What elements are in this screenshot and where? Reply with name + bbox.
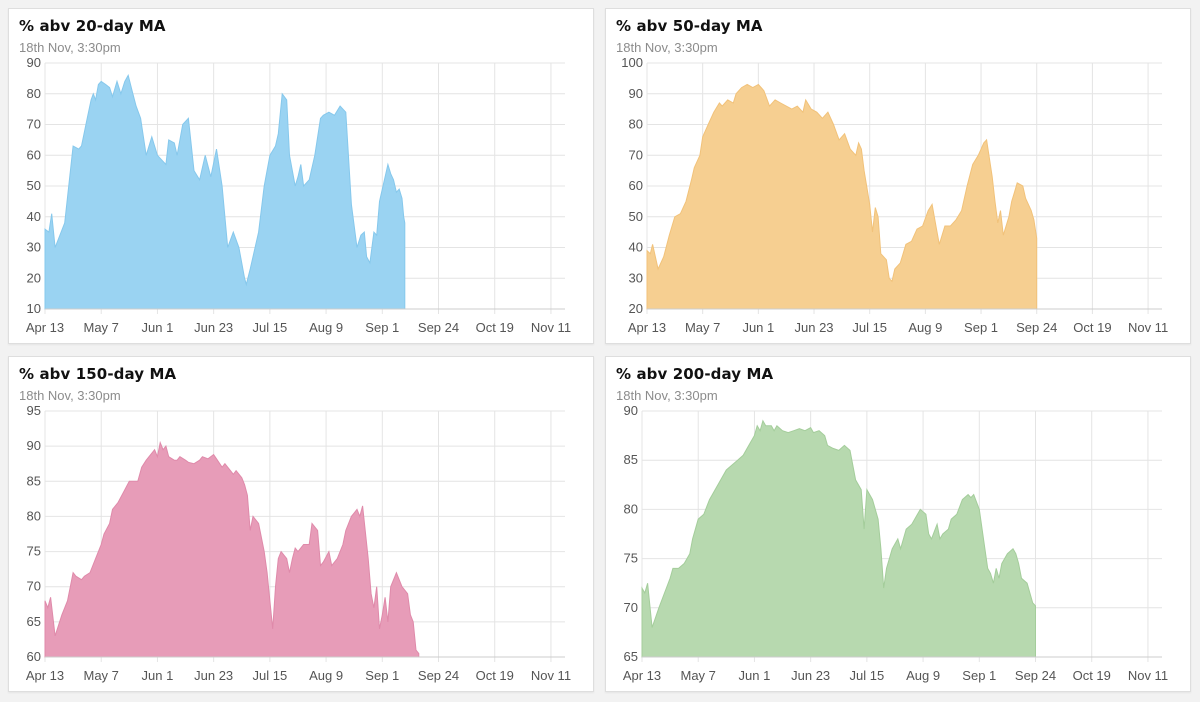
chart-subtitle: 18th Nov, 3:30pm — [19, 388, 121, 403]
y-tick-label: 40 — [27, 209, 41, 224]
y-tick-label: 50 — [629, 209, 643, 224]
y-tick-label: 40 — [629, 240, 643, 255]
chart-title: % abv 50-day MA — [616, 17, 763, 35]
x-tick-label: Aug 9 — [908, 320, 942, 335]
chart-title: % abv 150-day MA — [19, 365, 177, 383]
x-tick-label: May 7 — [84, 320, 119, 335]
x-tick-label: Sep 24 — [1016, 320, 1057, 335]
x-tick-label: Jun 23 — [194, 320, 233, 335]
chart-200day: 65 70 75 80 85 90 Apr 13 May 7 Jun 1 Jun 23 Jul 15… — [623, 403, 1168, 683]
y-tick-label: 20 — [27, 270, 41, 285]
y-tick-label: 85 — [27, 473, 41, 488]
x-tick-label: Oct 19 — [476, 320, 514, 335]
x-tick-label: Apr 13 — [26, 668, 64, 683]
x-tick-label: Apr 13 — [628, 320, 666, 335]
y-tick-label: 20 — [629, 301, 643, 316]
y-tick-label: 80 — [624, 501, 638, 516]
x-tick-label: May 7 — [685, 320, 720, 335]
x-tick-label: Nov 11 — [531, 668, 571, 683]
y-tick-label: 90 — [624, 403, 638, 418]
area-series — [44, 73, 406, 310]
x-tick-label: Jun 1 — [739, 668, 771, 683]
chart-panel-20day: % abv 20-day MA 18th Nov, 3:30pm 10 20 30 4… — [8, 8, 594, 344]
y-tick-label: 10 — [27, 301, 41, 316]
y-tick-label: 70 — [27, 579, 41, 594]
y-tick-label: 90 — [629, 86, 643, 101]
chart-title: % abv 20-day MA — [19, 17, 166, 35]
y-tick-label: 70 — [624, 600, 638, 615]
x-tick-label: Sep 24 — [418, 668, 459, 683]
x-tick-label: Nov 11 — [1128, 668, 1168, 683]
chart-panel-150day: % abv 150-day MA 18th Nov, 3:30pm 60 65 70… — [8, 356, 594, 692]
y-tick-label: 65 — [27, 614, 41, 629]
x-tick-label: Jun 23 — [795, 320, 834, 335]
y-tick-label: 70 — [27, 117, 41, 132]
x-tick-label: Oct 19 — [1073, 668, 1111, 683]
y-tick-label: 60 — [27, 649, 41, 664]
y-tick-label: 90 — [27, 438, 41, 453]
y-tick-label: 30 — [629, 270, 643, 285]
x-tick-label: Sep 24 — [418, 320, 459, 335]
x-tick-label: Apr 13 — [623, 668, 661, 683]
y-tick-label: 75 — [624, 551, 638, 566]
y-tick-label: 100 — [621, 55, 643, 70]
y-tick-label: 50 — [27, 178, 41, 193]
chart-150day: 60 65 70 75 80 85 90 95 Apr 13 May 7 Jun 1 Jun 23 Ju… — [26, 403, 571, 683]
x-tick-label: May 7 — [681, 668, 716, 683]
y-tick-label: 75 — [27, 544, 41, 559]
x-tick-label: Sep 1 — [365, 668, 399, 683]
x-tick-label: Sep 1 — [962, 668, 996, 683]
y-tick-label: 60 — [27, 147, 41, 162]
x-tick-label: Apr 13 — [26, 320, 64, 335]
chart-subtitle: 18th Nov, 3:30pm — [616, 388, 718, 403]
x-tick-label: Jun 23 — [194, 668, 233, 683]
area-series — [641, 419, 1036, 658]
chart-50day: 20 30 40 50 60 70 80 90 100 Apr 13 May 7 Jun 1 Jun 2… — [621, 55, 1168, 335]
x-tick-label: Nov 11 — [1128, 320, 1168, 335]
x-tick-label: Oct 19 — [476, 668, 514, 683]
x-tick-label: Jul 15 — [852, 320, 887, 335]
y-tick-label: 65 — [624, 649, 638, 664]
y-tick-label: 85 — [624, 452, 638, 467]
x-tick-label: Aug 9 — [309, 668, 343, 683]
x-tick-label: May 7 — [84, 668, 119, 683]
x-tick-label: Aug 9 — [906, 668, 940, 683]
x-tick-label: Jun 1 — [142, 668, 174, 683]
chart-subtitle: 18th Nov, 3:30pm — [616, 40, 718, 55]
chart-subtitle: 18th Nov, 3:30pm — [19, 40, 121, 55]
y-tick-label: 80 — [27, 508, 41, 523]
x-tick-label: Jun 1 — [742, 320, 774, 335]
y-tick-label: 30 — [27, 240, 41, 255]
x-tick-label: Jul 15 — [253, 668, 288, 683]
chart-panel-200day: % abv 200-day MA 18th Nov, 3:30pm 65 70 75… — [605, 356, 1191, 692]
y-tick-label: 95 — [27, 403, 41, 418]
chart-title: % abv 200-day MA — [616, 365, 774, 383]
x-tick-label: Jun 23 — [791, 668, 830, 683]
y-tick-label: 90 — [27, 55, 41, 70]
x-tick-label: Jul 15 — [850, 668, 885, 683]
y-tick-label: 80 — [27, 86, 41, 101]
chart-panel-50day: % abv 50-day MA 18th Nov, 3:30pm 20 30 40 5… — [605, 8, 1191, 344]
area-series — [44, 440, 420, 658]
x-tick-label: Nov 11 — [531, 320, 571, 335]
x-tick-label: Oct 19 — [1073, 320, 1111, 335]
x-tick-label: Sep 1 — [365, 320, 399, 335]
y-tick-label: 80 — [629, 117, 643, 132]
chart-20day: 10 20 30 40 50 60 70 80 90 Apr 13 May 7 Jun 1 Jun 23… — [26, 55, 571, 335]
y-tick-label: 70 — [629, 147, 643, 162]
area-series — [646, 83, 1038, 310]
x-tick-label: Jul 15 — [253, 320, 288, 335]
x-tick-label: Aug 9 — [309, 320, 343, 335]
x-tick-label: Sep 24 — [1015, 668, 1056, 683]
x-tick-label: Jun 1 — [142, 320, 174, 335]
y-tick-label: 60 — [629, 178, 643, 193]
x-tick-label: Sep 1 — [964, 320, 998, 335]
